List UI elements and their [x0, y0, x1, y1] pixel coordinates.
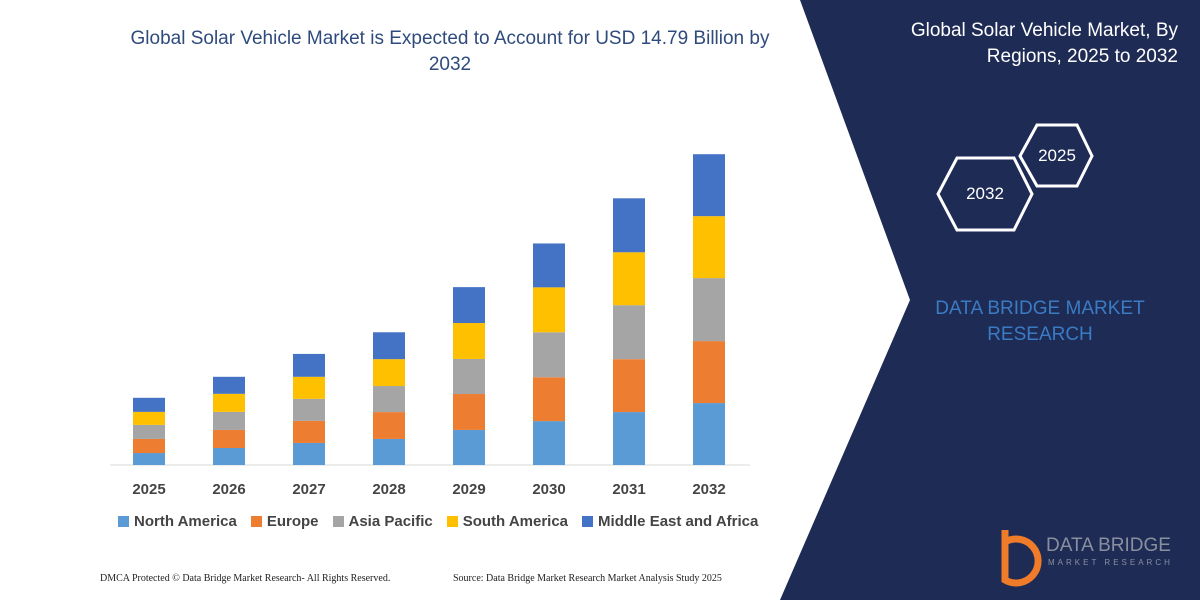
x-tick-label: 2028 — [372, 481, 405, 498]
legend-label: North America — [134, 513, 237, 530]
bar-segment — [693, 216, 725, 279]
legend-label: Middle East and Africa — [598, 513, 759, 530]
bar-segment — [133, 411, 165, 425]
bar-segment — [693, 341, 725, 404]
legend-swatch — [332, 516, 344, 527]
x-tick-label: 2029 — [452, 481, 485, 498]
footer-right: Source: Data Bridge Market Research Mark… — [453, 573, 722, 584]
bar-segment — [293, 353, 325, 377]
legend-label: Asia Pacific — [348, 513, 433, 530]
logo-name: DATA BRIDGE — [1046, 535, 1171, 556]
hexagon-shape — [936, 156, 1034, 232]
bar-segment — [133, 453, 165, 465]
x-tick-label: 2026 — [212, 481, 245, 498]
bar-segment — [613, 359, 645, 413]
chart-title: Global Solar Vehicle Market is Expected … — [130, 28, 770, 75]
bar-segment — [293, 376, 325, 399]
bar-segment — [613, 412, 645, 465]
hexagon-label: 2032 — [966, 184, 1004, 203]
bar-segment — [133, 424, 165, 439]
bar-segment — [293, 442, 325, 465]
logo-mark — [1001, 530, 1042, 587]
legend-swatch — [118, 516, 129, 527]
hexagon-label: 2025 — [1038, 146, 1076, 165]
legend-label: Europe — [266, 513, 319, 530]
bar-segment — [533, 421, 565, 465]
bar-segment — [613, 305, 645, 360]
bar-segment — [533, 243, 565, 288]
x-tick-label: 2030 — [532, 481, 565, 498]
bar-segment — [533, 287, 565, 333]
side-title: Global Solar Vehicle Market, By Regions,… — [910, 20, 1178, 67]
legend-item: Asia Pacific — [332, 513, 433, 530]
bar-segment — [533, 332, 565, 378]
x-tick-label: 2031 — [612, 481, 645, 498]
bar-segment — [453, 323, 485, 359]
bar-segment — [693, 403, 725, 465]
legend-item: North America — [118, 513, 237, 530]
bar-segment — [693, 278, 725, 342]
logo-tagline: MARKET RESEARCH — [1048, 558, 1173, 567]
bar-segment — [453, 287, 485, 324]
x-tick-label: 2025 — [132, 481, 165, 498]
bar-segment — [133, 438, 165, 454]
bar-segment — [293, 420, 325, 443]
bar-segment — [533, 377, 565, 422]
legend-item: South America — [446, 513, 569, 530]
legend-item: Middle East and Africa — [582, 513, 758, 530]
bar-segment — [613, 252, 645, 306]
bar-segment — [373, 332, 405, 360]
bar-segment — [373, 386, 405, 413]
bar-segment — [213, 447, 245, 465]
x-tick-label: 2032 — [692, 481, 725, 498]
brand-text: DATA BRIDGE MARKET RESEARCH — [935, 298, 1145, 345]
bar-segment — [693, 154, 725, 217]
legend-swatch — [250, 516, 262, 527]
bar-segment — [453, 429, 485, 465]
legend-label: South America — [462, 513, 569, 530]
bar-segment — [453, 358, 485, 395]
hexagon-shape — [1018, 123, 1094, 188]
bar-segment — [373, 412, 405, 439]
bar-segment — [213, 429, 245, 448]
bar-segment — [373, 359, 405, 387]
bar-segment — [373, 438, 405, 465]
side-panel-bg — [780, 0, 1200, 600]
x-tick-label: 2027 — [292, 481, 325, 498]
bar-segment — [453, 394, 485, 430]
bar-segment — [293, 398, 325, 421]
legend-item: Europe — [250, 513, 319, 530]
bar-segment — [613, 198, 645, 253]
legend: North America Europe Asia Pacific South Ame… — [118, 513, 758, 530]
bar-segment — [213, 376, 245, 394]
footer-left: DMCA Protected © Data Bridge Market Rese… — [100, 573, 391, 584]
bar-segment — [133, 397, 165, 412]
legend-swatch — [446, 516, 458, 527]
bar-segment — [213, 393, 245, 412]
bar-segment — [213, 411, 245, 430]
legend-swatch — [582, 516, 594, 527]
